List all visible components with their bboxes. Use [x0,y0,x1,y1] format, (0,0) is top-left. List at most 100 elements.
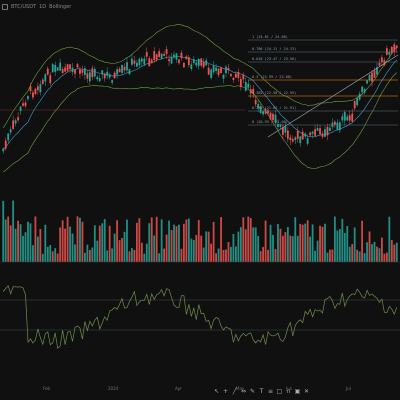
candle-body [36,86,39,91]
candle-body [286,130,289,139]
volume-bar [217,248,220,262]
candle-body [86,73,89,79]
volume-bar [168,220,170,262]
volume-bar [148,223,151,262]
candle-body [304,133,307,137]
candle-body [390,46,393,54]
volume-bar [363,253,366,262]
candle-body [282,127,284,135]
candle-body [98,78,101,82]
candle-body [170,57,173,64]
candle-body [314,129,316,136]
volume-bar [59,227,62,262]
candle-body [289,137,292,141]
volume-bar [262,247,265,262]
candle-body [145,52,148,57]
volume-bar [101,223,104,262]
trendline-icon[interactable]: ╱ [232,387,237,395]
candle-body [27,96,29,100]
x-axis-label: Jun [286,386,293,391]
volume-bar [145,243,148,262]
volume-bar [195,234,198,262]
candle-body [381,57,383,62]
candle-body [12,120,15,130]
volume-bar [66,216,69,262]
fib-icon[interactable]: ≡ [267,387,274,395]
volume-bar [252,227,255,262]
candle-body [118,68,121,73]
indicator-name[interactable]: Bollinger [49,4,72,10]
candle-body [324,129,326,137]
volume-bar [272,235,274,262]
candle-body [333,121,336,125]
trash-icon[interactable]: ✕ [303,387,310,395]
cursor-icon[interactable]: ↖ [213,387,220,395]
volume-bar [160,219,163,262]
candle-body [133,60,136,64]
volume-bar [296,235,299,262]
volume-bar [153,235,156,262]
volume-bar [383,253,386,262]
candle-body [284,126,287,133]
candle-body [239,78,242,88]
candle-body [361,86,364,93]
candle-body [143,58,146,65]
text-icon[interactable]: T [259,387,264,395]
candle-body [368,74,371,80]
volume-bar [113,233,116,262]
candle-body [247,83,250,88]
volume-bar [128,251,131,262]
candle-body [262,111,265,115]
timeframe[interactable]: 1D [39,4,47,10]
volume-bar [202,247,205,262]
magnet-icon[interactable]: ∩ [286,387,291,395]
volume-bar [336,230,339,262]
candle-body [84,68,86,75]
volume-bar [54,248,57,262]
candle-body [61,69,64,74]
volume-bar [366,242,368,262]
volume-bar [225,249,227,262]
candle-body [183,62,185,68]
candle-body [259,106,262,114]
candle-body [34,88,37,95]
volume-bar [376,246,378,262]
shape-icon[interactable]: □ [276,387,283,395]
candle-body [190,64,193,69]
candle-body [212,65,215,73]
measure-icon[interactable]: ⇔ [240,387,247,395]
candle-body [343,112,346,121]
volume-bars [0,200,400,263]
volume-bar [348,246,351,262]
volume-bar [249,217,252,262]
candle-body [264,109,267,114]
symbol-name[interactable]: BTC/USDT [11,4,37,10]
candle-body [101,70,104,75]
fibonacci-retracement[interactable] [248,39,399,138]
volume-bar [210,243,213,262]
candle-body [195,62,198,66]
crosshair-icon[interactable]: + [222,387,229,395]
volume-bar [180,248,183,262]
volume-bar [76,216,79,262]
volume-bar [133,249,136,262]
volume-bar [341,218,344,262]
volume-bar [2,200,5,262]
volume-bar [69,226,71,262]
candle-body [385,48,388,55]
volume-bar [116,220,118,262]
candle-body [200,58,203,66]
fib-level-label: 0.236 (21.82 / 21.91) [252,106,297,110]
candle-body [210,69,213,79]
volume-bar [368,231,371,262]
fib-level-label: 1 (24.81 / 24.88) [252,35,288,39]
candle-body [376,67,378,75]
volume-bar [294,217,297,262]
lock-icon[interactable]: ▣ [294,387,301,395]
candle-body [158,51,161,57]
volume-bar [22,235,24,262]
pencil-icon[interactable]: ✎ [249,387,256,395]
candle-body [222,74,225,79]
candle-body [294,137,297,140]
